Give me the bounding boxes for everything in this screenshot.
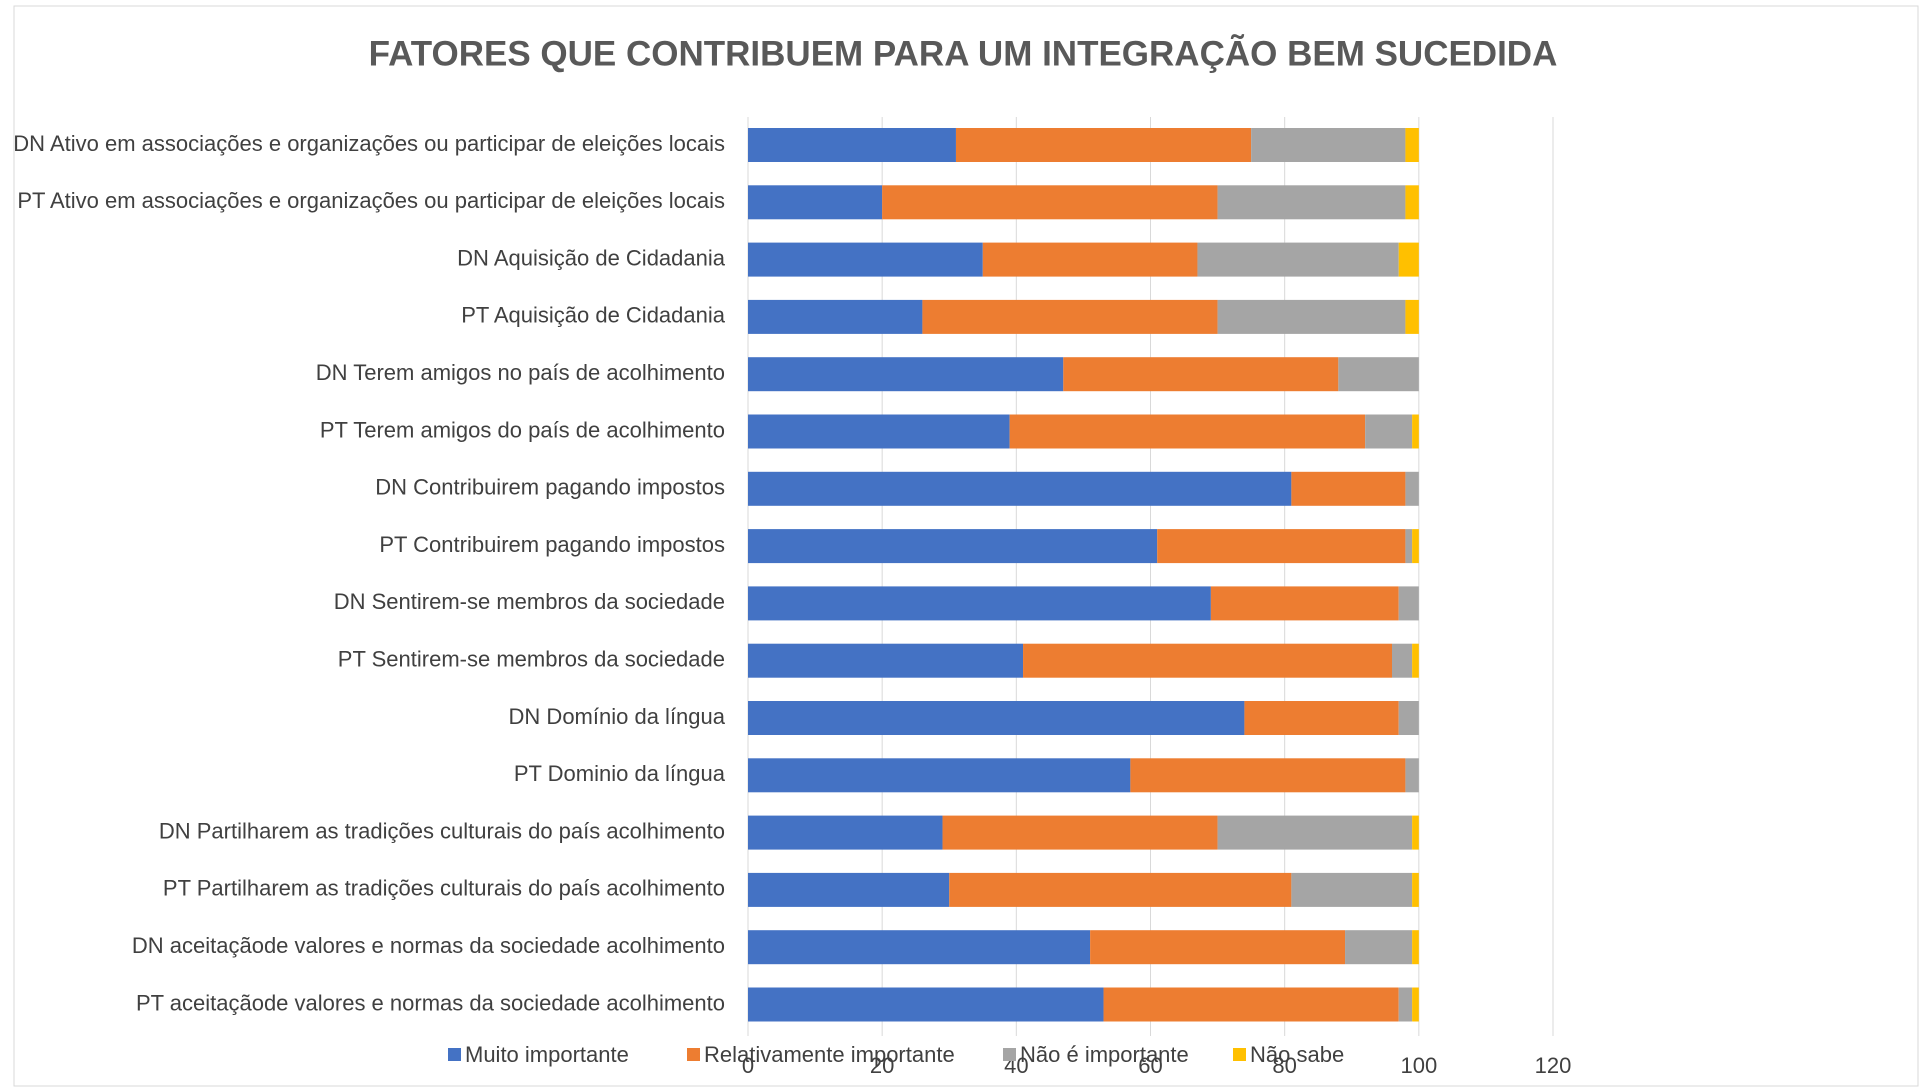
bar-segment	[748, 128, 956, 162]
bar-segment	[748, 987, 1104, 1022]
bar-segment	[748, 357, 1064, 392]
x-tick-label: 100	[1400, 1053, 1437, 1078]
bar-segment	[1197, 242, 1399, 277]
bar-segment	[1405, 758, 1419, 793]
bar-segment	[1412, 872, 1419, 907]
legend-label: Não sabe	[1250, 1042, 1344, 1067]
bar-segment	[1398, 586, 1419, 621]
x-tick-label: 60	[1138, 1053, 1162, 1078]
bar-segment	[748, 930, 1091, 965]
y-tick-label: DN Ativo em associações e organizações o…	[13, 131, 725, 156]
chart-title: FATORES QUE CONTRIBUEM PARA UM INTEGRAÇÃ…	[369, 34, 1558, 73]
bar-segment	[955, 128, 1252, 162]
bar-segment	[1405, 471, 1419, 506]
y-tick-label: DN Aquisição de Cidadania	[457, 245, 726, 270]
legend-label: Muito importante	[465, 1042, 629, 1067]
legend-swatch	[687, 1048, 700, 1061]
legend-label: Relativamente importante	[704, 1042, 955, 1067]
bar-segment	[1412, 414, 1419, 449]
bar-segment	[982, 242, 1198, 277]
bar-segment	[748, 299, 923, 334]
bar-segment	[1412, 643, 1419, 678]
bar-segment	[882, 185, 1218, 220]
y-tick-label: PT aceitaçãode valores e normas da socie…	[136, 990, 725, 1015]
bar-segment	[1103, 987, 1399, 1022]
bar-segment	[1063, 357, 1339, 392]
bar-segment	[1412, 529, 1419, 564]
bar-segment	[748, 758, 1131, 793]
bar-segment	[748, 872, 950, 907]
bar-segment	[1251, 128, 1406, 162]
legend-swatch	[1233, 1048, 1246, 1061]
bar-segment	[1130, 758, 1406, 793]
bar-segment	[1365, 414, 1413, 449]
bar-segment	[748, 185, 883, 220]
legend-swatch	[1003, 1048, 1016, 1061]
bar-segment	[1023, 643, 1392, 678]
bar-segment	[1405, 128, 1419, 162]
bar-segment	[1398, 987, 1413, 1022]
bar-segment	[1009, 414, 1366, 449]
bar-segment	[949, 872, 1292, 907]
bar-segment	[1412, 987, 1419, 1022]
bar-segment	[1405, 299, 1419, 334]
bar-segment	[1338, 357, 1419, 392]
bar-segment	[748, 242, 983, 277]
bar-segment	[1412, 815, 1419, 850]
bar-segment	[1244, 701, 1399, 735]
y-tick-label: DN Contribuirem pagando impostos	[375, 475, 725, 500]
bar-segment	[1090, 930, 1346, 965]
bar-segment	[748, 815, 943, 850]
y-tick-label: DN Domínio da língua	[509, 704, 726, 729]
x-tick-label: 0	[742, 1053, 754, 1078]
y-tick-label: PT Ativo em associações e organizações o…	[17, 188, 725, 213]
y-tick-label: DN Sentirem-se membros da sociedade	[334, 589, 725, 614]
y-tick-label: PT Sentirem-se membros da sociedade	[338, 647, 725, 672]
bar-segment	[1398, 242, 1419, 277]
legend-label: Não é importante	[1020, 1042, 1189, 1067]
bar-segment	[748, 529, 1158, 564]
bar-segment	[1405, 529, 1413, 564]
bar-segment	[1217, 299, 1406, 334]
bar-segment	[1217, 185, 1406, 220]
y-tick-label: PT Aquisição de Cidadania	[461, 303, 726, 328]
y-tick-label: PT Partilharem as tradições culturais do…	[163, 876, 725, 901]
bar-segment	[942, 815, 1218, 850]
y-tick-label: DN Terem amigos no país de acolhimento	[316, 360, 725, 385]
bar-segment	[922, 299, 1218, 334]
bar-segment	[748, 471, 1292, 506]
y-tick-label: DN aceitaçãode valores e normas da socie…	[132, 933, 725, 958]
y-tick-label: PT Contribuirem pagando impostos	[379, 532, 725, 557]
x-tick-label: 20	[870, 1053, 894, 1078]
bar-segment	[1217, 815, 1413, 850]
x-tick-label: 120	[1535, 1053, 1572, 1078]
bar-segment	[1405, 185, 1419, 220]
bar-segment	[1398, 701, 1419, 735]
bar-segment	[748, 701, 1245, 735]
bar-segment	[1392, 643, 1413, 678]
bar-segment	[748, 586, 1211, 621]
bar-segment	[748, 414, 1010, 449]
bar-segment	[1157, 529, 1406, 564]
y-tick-label: DN Partilharem as tradições culturais do…	[159, 818, 725, 843]
bar-segment	[1210, 586, 1399, 621]
bar-segment	[1345, 930, 1413, 965]
bar-segment	[748, 643, 1024, 678]
bar-segment	[1291, 872, 1413, 907]
bar-segment	[1412, 930, 1419, 965]
bar-segment	[1291, 471, 1406, 506]
y-tick-label: PT Dominio da língua	[514, 761, 726, 786]
legend-swatch	[448, 1048, 461, 1061]
x-tick-label: 80	[1272, 1053, 1296, 1078]
y-tick-label: PT Terem amigos do país de acolhimento	[320, 417, 725, 442]
